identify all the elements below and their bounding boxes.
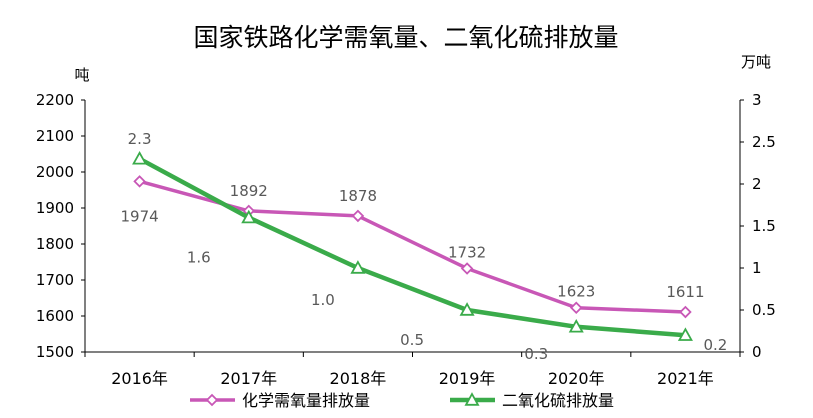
chart-title: 国家铁路化学需氧量、二氧化硫排放量	[193, 23, 618, 52]
data-point	[133, 175, 146, 188]
series-layer	[132, 150, 693, 341]
right-tick-label: 2	[752, 175, 762, 193]
x-tick-label: 2020年	[548, 369, 605, 388]
left-tick-label: 1900	[36, 199, 74, 217]
right-tick-label: 1.5	[752, 217, 776, 235]
data-label: 1732	[448, 243, 486, 261]
legend: 化学需氧量排放量 二氧化硫排放量	[190, 391, 614, 410]
data-label: 1892	[230, 182, 268, 200]
left-tick-label: 2100	[36, 127, 74, 145]
left-tick-label: 1700	[36, 271, 74, 289]
data-label: 1.6	[187, 249, 211, 267]
data-label: 1974	[120, 207, 158, 225]
right-tick-label: 0	[752, 343, 762, 361]
data-point	[350, 260, 366, 274]
data-point	[241, 209, 257, 224]
legend-marker-1	[205, 393, 219, 407]
left-tick-label: 1800	[36, 235, 74, 253]
right-tick-label: 2.5	[752, 133, 776, 151]
x-tick-label: 2017年	[220, 369, 277, 388]
legend-label-2: 二氧化硫排放量	[502, 391, 614, 410]
legend-marker-2	[464, 392, 480, 406]
data-point	[568, 318, 584, 333]
data-labels: 1974 1892 1878 1732 1623 1611 2.3 1.6 1.0 0.5 0.3 0…	[120, 130, 727, 363]
data-label: 1.0	[311, 291, 335, 309]
right-tick-label: 3	[752, 91, 762, 109]
data-point	[569, 301, 583, 314]
axes: 1500 1600 1700 1800 1900 2000 2100 2200 0 0.5 1 1.5…	[36, 91, 776, 388]
data-label: 0.2	[703, 336, 727, 354]
series-line-2	[137, 156, 688, 338]
data-label: 1623	[557, 283, 595, 301]
data-point	[459, 302, 475, 316]
data-label: 1878	[339, 187, 377, 205]
data-label: 2.3	[128, 130, 152, 148]
left-axis-unit: 吨	[74, 66, 89, 84]
x-tick-label: 2019年	[439, 369, 496, 388]
left-tick-label: 1500	[36, 343, 74, 361]
left-tick-label: 2000	[36, 163, 74, 181]
x-tick-label: 2016年	[111, 369, 168, 388]
data-label: 0.5	[400, 331, 424, 349]
data-point	[351, 209, 365, 223]
data-label: 1611	[666, 283, 704, 301]
left-tick-label: 2200	[36, 91, 74, 109]
x-tick-label: 2018年	[330, 369, 387, 388]
right-tick-label: 1	[752, 259, 762, 277]
right-tick-label: 0.5	[752, 301, 776, 319]
left-tick-label: 1600	[36, 307, 74, 325]
x-tick-label: 2021年	[657, 369, 714, 388]
data-point	[677, 327, 693, 341]
data-label: 0.3	[524, 345, 548, 363]
legend-label-1: 化学需氧量排放量	[242, 391, 370, 410]
data-point	[132, 150, 148, 165]
data-point	[460, 262, 474, 275]
data-point	[679, 305, 692, 319]
right-axis-unit: 万吨	[741, 53, 771, 71]
